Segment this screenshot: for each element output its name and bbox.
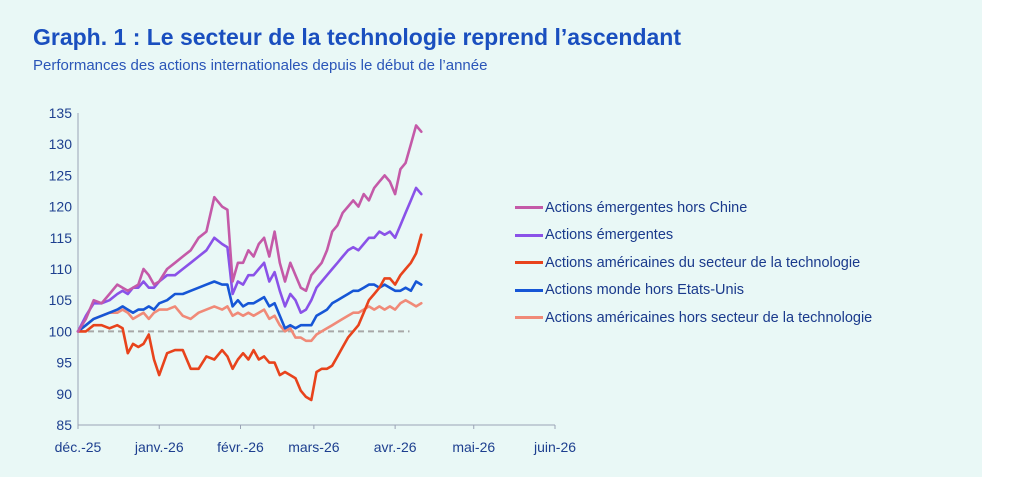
chart-panel xyxy=(0,0,982,477)
legend-swatch xyxy=(515,288,543,292)
x-tick-label: avr.-26 xyxy=(374,439,417,455)
series-line-0 xyxy=(76,124,423,333)
y-tick-label: 115 xyxy=(50,230,73,246)
legend-label: Actions émergentes hors Chine xyxy=(545,199,748,216)
chart-subtitle: Performances des actions internationales… xyxy=(33,57,488,74)
legend-label: Actions monde hors Etats-Unis xyxy=(545,282,745,299)
x-tick-label: mars-26 xyxy=(288,439,340,455)
chart-legend: Actions émergentes hors Chine Actions éme… xyxy=(515,194,872,332)
y-tick-label: 105 xyxy=(49,292,73,308)
y-tick-label: 120 xyxy=(49,199,73,215)
legend-label: Actions américaines hors secteur de la t… xyxy=(545,309,873,326)
y-tick-label: 85 xyxy=(56,417,72,433)
x-tick-label: juin-26 xyxy=(533,439,576,455)
x-tick-label: janv.-26 xyxy=(134,439,184,455)
y-tick-label: 100 xyxy=(49,323,73,339)
legend-item: Actions émergentes hors Chine xyxy=(515,194,872,222)
y-tick-label: 95 xyxy=(56,355,72,371)
y-tick-label: 130 xyxy=(49,136,73,152)
y-tick-label: 90 xyxy=(56,386,72,402)
chart-title: Graph. 1 : Le secteur de la technologie … xyxy=(33,24,682,50)
legend-item: Actions monde hors Etats-Unis xyxy=(515,277,872,305)
legend-swatch xyxy=(515,233,543,237)
chart-axes: 85 90 95 100 105 110 115 120 125 130 135 déc.-25 jan… xyxy=(49,105,577,455)
legend-item: Actions émergentes xyxy=(515,222,872,250)
y-tick-label: 110 xyxy=(50,261,73,277)
x-tick-label: mai-26 xyxy=(452,439,495,455)
series-line-2 xyxy=(76,233,423,402)
legend-label: Actions américaines du secteur de la tec… xyxy=(545,254,861,271)
legend-item: Actions américaines du secteur de la tec… xyxy=(515,249,872,277)
y-tick-label: 125 xyxy=(49,167,73,183)
legend-swatch xyxy=(515,261,543,265)
series-line-4 xyxy=(76,298,423,343)
series-line-3 xyxy=(76,280,423,333)
legend-item: Actions américaines hors secteur de la t… xyxy=(515,304,872,332)
series-group xyxy=(76,124,423,402)
x-tick-label: févr.-26 xyxy=(217,439,264,455)
legend-swatch xyxy=(515,316,543,320)
series-line-1 xyxy=(76,186,423,333)
y-tick-label: 135 xyxy=(49,105,73,121)
x-tick-label: déc.-25 xyxy=(55,439,102,455)
legend-swatch xyxy=(515,206,543,210)
legend-label: Actions émergentes xyxy=(545,227,674,244)
